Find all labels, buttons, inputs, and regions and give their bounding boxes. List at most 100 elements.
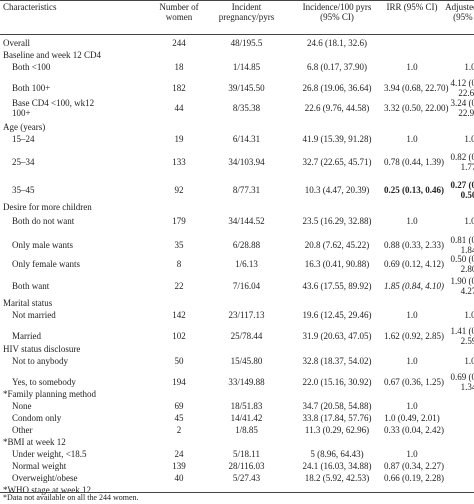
cell-incidence: 32.7 (22.65, 45.71)	[302, 157, 372, 167]
cell-line: 2.80)	[460, 264, 474, 274]
header-line: pregnancy/pyrs	[218, 12, 275, 22]
cell-incident: 34/144.52	[228, 216, 265, 226]
table-row: Other 2 1/8.85 11.3 (0.29, 62.96) 0.33 (0.04…	[0, 425, 474, 436]
row-label: Marital status	[3, 298, 53, 308]
cell-women: 2	[176, 425, 182, 435]
cell-incident: 7/16.04	[232, 281, 261, 291]
cell-irr: 1.85 (0.84, 4.10)	[384, 281, 444, 291]
row-label: Both do not want	[12, 216, 75, 226]
cell-incident: 25/78.44	[230, 331, 263, 341]
cell-irr: 0.78 (0.44, 1.39)	[384, 157, 444, 167]
cell-incident: 8/77.31	[232, 185, 261, 195]
cell-irr: 0.66 (0.19, 2.28)	[384, 473, 444, 483]
cell-adjusted-irr: 1.90 (0.84,4.27)	[440, 276, 474, 296]
table-row: 35–45 92 8/77.31 10.3 (4.47, 20.39) 0.25 (0.…	[0, 180, 474, 200]
cell-line: 100+	[12, 108, 31, 118]
row-label: HIV status disclosure	[3, 344, 81, 354]
cell-incident: 1/8.85	[235, 425, 258, 435]
header-incident-pregnancy: Incident pregnancy/pyrs	[204, 2, 289, 22]
cell-incident: 8/35.38	[232, 103, 261, 113]
table-row: Both do not want 179 34/144.52 23.5 (16.29,…	[0, 216, 474, 227]
cell-line: 1.41 (0.76,	[450, 326, 474, 336]
cell-women: 18	[174, 62, 184, 72]
cell-incident: 5/18.11	[233, 449, 260, 459]
cell-incidence: 31.9 (20.63, 47.05)	[302, 331, 372, 341]
cell-line: 4.27)	[460, 286, 474, 296]
cell-incident: 34/103.94	[228, 157, 265, 167]
cell-women: 133	[172, 157, 186, 167]
table-row: Only female wants 8 1/6.13 16.3 (0.41, 90.8…	[0, 254, 474, 274]
cell-irr: 1.0	[406, 356, 418, 366]
top-rule	[0, 0, 474, 1]
cell-women: 44	[174, 103, 184, 113]
cell-line: 0.82 (0.38,	[450, 152, 474, 162]
cell-women: 69	[174, 401, 184, 411]
cell-line: 22.69)	[458, 88, 474, 98]
header-line: women	[165, 12, 193, 22]
cell-adjusted-irr: 1.0	[464, 216, 474, 226]
cell-incident: 6/14.31	[232, 134, 261, 144]
section-heading: Baseline and week 12 CD4	[0, 50, 474, 61]
cell-adjusted-irr: 1.0	[464, 356, 474, 366]
cell-irr: 1.0	[406, 310, 418, 320]
row-label: None	[12, 401, 32, 411]
cell-incident: 6/28.88	[232, 240, 261, 250]
header-line: IRR (95% CI)	[386, 2, 438, 12]
cell-women: 92	[174, 185, 184, 195]
table-row: Both 100+ 182 39/145.50 26.8 (19.06, 36.64)…	[0, 78, 474, 98]
cell-irr: 1.0	[406, 401, 418, 411]
row-label: Desire for more children	[3, 202, 92, 212]
cell-irr: 0.87 (0.34, 2.27)	[384, 461, 444, 471]
header-rule	[0, 34, 474, 35]
cell-incident: 15/45.80	[230, 356, 263, 366]
cell-incidence: 6.8 (0.17, 37.90)	[307, 62, 367, 72]
cell-incidence: 32.8 (18.37, 54.02)	[302, 356, 372, 366]
table-row: Condom only 45 14/41.42 33.8 (17.84, 57.76)…	[0, 413, 474, 424]
cell-women: 19	[174, 134, 184, 144]
cell-incidence: 18.2 (5.92, 42.53)	[304, 473, 370, 483]
cell-incidence: 22.6 (9.76, 44.58)	[304, 103, 370, 113]
cell-incidence: 33.8 (17.84, 57.76)	[302, 413, 372, 423]
cell-incidence: 43.6 (17.55, 89.92)	[302, 281, 372, 291]
cell-line: 4.12 (0.75,	[450, 78, 474, 88]
cell-incidence: 22.0 (15.16, 30.92)	[302, 377, 372, 387]
cell-adjusted-irr: 0.50 (0.09,2.80)	[440, 254, 474, 274]
row-label: Normal weight	[12, 461, 67, 471]
header-adjusted-irr: Adjusted IRR(95% CI)	[440, 2, 474, 22]
table-row: 25–34 133 34/103.94 32.7 (22.65, 45.71) 0.78…	[0, 152, 474, 172]
section-heading: HIV status disclosure	[0, 344, 474, 355]
table-row: Under weight, <18.5 24 5/18.11 5 (8.96, 64.…	[0, 449, 474, 460]
table-row: Base CD4 <100, wk12 100+ 44 8/35.38 22.6 (9.…	[0, 98, 474, 118]
header-line: (95% CI)	[320, 12, 354, 22]
row-label: *Family planning method	[3, 389, 96, 399]
cell-adjusted-irr: 3.24 (0.46,22.90)	[440, 98, 474, 118]
cell-women: 40	[174, 473, 184, 483]
table-row: Normal weight 139 28/116.03 24.1 (16.03, 34…	[0, 461, 474, 472]
cell-incidence: 23.5 (16.29, 32.88)	[302, 216, 372, 226]
cell-incidence: 5 (8.96, 64.43)	[310, 449, 364, 459]
cell-incident: 1/14.85	[232, 62, 261, 72]
table-footnote: *Data not available on all the 244 women…	[3, 493, 139, 502]
header-line: Incident	[231, 2, 262, 12]
cell-line: 3.24 (0.46,	[450, 98, 474, 108]
row-label: Baseline and week 12 CD4	[3, 50, 101, 60]
cell-adjusted-irr: 0.27 (0.15,0.50)	[440, 180, 474, 200]
cell-irr: 0.25 (0.13, 0.46)	[384, 185, 444, 195]
row-label: Married	[12, 331, 41, 341]
cell-women: 35	[174, 240, 184, 250]
cell-adjusted-irr: 1.41 (0.76,2.59)	[440, 326, 474, 346]
row-label: Both <100	[12, 62, 51, 72]
table-row: Not married 142 23/117.13 19.6 (12.45, 29.4…	[0, 310, 474, 321]
section-heading: Desire for more children	[0, 202, 474, 213]
cell-adjusted-irr: 1.0	[464, 310, 474, 320]
cell-line: Base CD4 <100, wk12	[12, 98, 95, 108]
cell-irr: 1.0	[406, 62, 418, 72]
cell-irr: 1.0	[406, 449, 418, 459]
cell-incidence: 24.6 (18.1, 32.6)	[307, 38, 367, 48]
section-heading: Age (years)	[0, 122, 474, 133]
cell-women: 24	[174, 449, 184, 459]
header-characteristics: Characteristics	[3, 2, 153, 12]
header-incidence: Incidence/100 pyrs (95% CI)	[291, 2, 383, 22]
cell-women: 142	[172, 310, 186, 320]
section-heading: Marital status	[0, 298, 474, 309]
